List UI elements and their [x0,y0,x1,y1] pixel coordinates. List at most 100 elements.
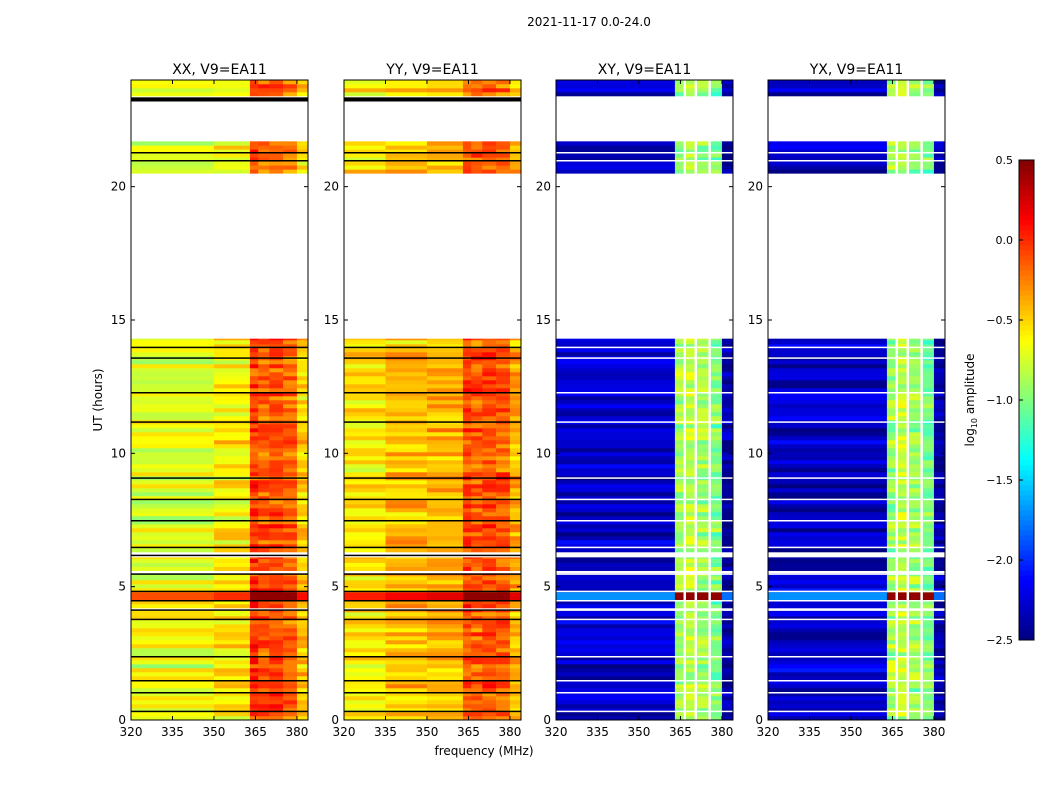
heatmap-cell [721,384,734,389]
heatmap-cell [897,592,907,597]
heatmap-cell [131,708,215,713]
heatmap-cell [886,364,896,369]
heatmap-cell [344,516,386,521]
heatmap-cell [249,508,259,513]
heatmap-cell [933,88,946,93]
heatmap-cell [721,157,734,162]
heatmap-cell [462,612,472,617]
heatmap-cell [258,592,270,597]
heatmap-cell [258,404,270,409]
heatmap-cell [886,672,896,677]
heatmap-cell [131,372,215,377]
heatmap-cell [249,153,259,158]
heatmap-cell [768,448,888,453]
heatmap-cell [697,610,709,613]
heatmap-cell [496,524,511,529]
heatmap-cell [897,680,907,685]
heatmap-cell [269,432,284,437]
heatmap-cell [471,656,483,661]
heatmap-cell [697,664,709,669]
heatmap-cell [697,380,709,385]
heatmap-cell [721,516,734,521]
heatmap-cell [768,684,888,689]
x-tick-label: 380 [710,725,733,739]
heatmap-cell [768,692,888,697]
colorbar-segment [1019,440,1034,446]
heatmap-cell [721,424,734,429]
heatmap-cell [674,632,684,637]
flagged-row [768,609,945,611]
heatmap-cell [685,360,695,365]
heatmap-cell [482,464,497,469]
heatmap-cell [909,472,921,477]
heatmap-cell [258,88,270,93]
heatmap-cell [462,484,472,489]
heatmap-cell [344,432,386,437]
heatmap-cell [710,588,723,593]
heatmap-cell [249,712,259,717]
heatmap-cell [385,340,428,345]
heatmap-cell [685,484,695,489]
colorbar-segment [1019,465,1034,471]
heatmap-cell [385,536,428,541]
heatmap-cell [933,500,946,505]
colorbar-segment [1019,460,1034,466]
heatmap-cell [385,344,428,349]
heatmap-cell [344,524,386,529]
heatmap-cell [556,472,676,477]
heatmap-cell [674,644,684,649]
heatmap-cell [482,668,497,673]
heatmap-cell [697,512,709,517]
heatmap-cell [462,704,472,709]
colorbar-segment [1019,305,1034,311]
panel-title: XY, V9=EA11 [598,62,692,78]
heatmap-cell [269,584,284,589]
heatmap-cell [897,644,907,649]
heatmap-cell [556,596,676,601]
heatmap-cell [462,157,472,162]
heatmap-cell [269,404,284,409]
heatmap-cell [768,344,888,349]
heatmap-cell [710,388,723,393]
heatmap-cell [283,558,298,563]
heatmap-cell [509,352,522,357]
heatmap-cell [482,456,497,461]
heatmap-cell [269,612,284,617]
heatmap-cell [213,652,251,657]
heatmap-cell [269,400,284,405]
heatmap-cell [909,352,921,357]
heatmap-cell [471,648,483,653]
heatmap-cell [283,604,298,609]
heatmap-cell [697,660,709,665]
heatmap-cell [933,684,946,689]
heatmap-cell [462,562,472,567]
heatmap-cell [426,452,464,457]
colorbar-segment [1019,620,1034,626]
heatmap-cell [471,588,483,593]
heatmap-cell [385,676,428,681]
heatmap-cell [768,424,888,429]
heatmap-cell [897,153,907,158]
heatmap-cell [296,668,309,673]
heatmap-cell [685,524,695,529]
heatmap-cell [249,700,259,705]
y-tick-label: 0 [118,713,126,727]
heatmap-cell [674,664,684,669]
heatmap-cell [556,532,676,537]
flagged-row [344,97,521,101]
heatmap-cell [897,400,907,405]
heatmap-cell [556,648,676,653]
heatmap-cell [385,632,428,637]
heatmap-cell [258,424,270,429]
heatmap-cell [249,636,259,641]
heatmap-cell [269,428,284,433]
heatmap-cell [496,340,511,345]
heatmap-cell [509,141,522,146]
heatmap-cell [697,580,709,585]
heatmap-cell [922,520,935,525]
heatmap-cell [344,464,386,469]
heatmap-cell [768,524,888,529]
heatmap-cell [283,464,298,469]
heatmap-cell [249,460,259,465]
heatmap-cell [556,424,676,429]
